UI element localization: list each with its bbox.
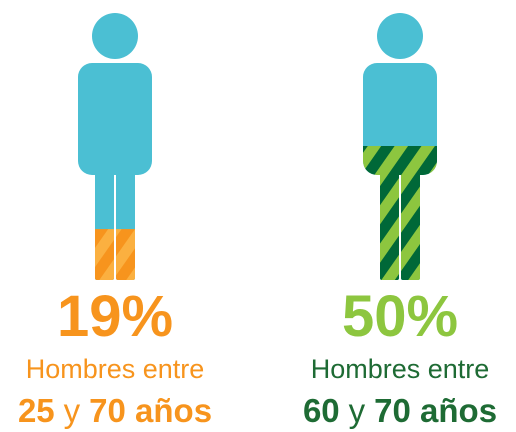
range-part: y	[349, 392, 366, 429]
range-part: 25	[18, 392, 55, 429]
range: 25 y 70 años	[18, 392, 212, 429]
range-part: y	[64, 392, 81, 429]
range: 60 y 70 años	[303, 392, 497, 429]
range-part: 60	[303, 392, 340, 429]
value-label: 50%	[342, 284, 458, 349]
caption: Hombres entre	[26, 354, 205, 384]
range-part: 70 años	[89, 392, 212, 429]
value-label: 19%	[57, 284, 173, 349]
figure-fill	[363, 146, 437, 280]
figure-body	[363, 13, 437, 280]
caption: Hombres entre	[311, 354, 490, 384]
figure-body	[78, 13, 152, 280]
figure-fill	[78, 229, 152, 280]
figure	[363, 13, 437, 280]
figure	[78, 13, 152, 280]
range-part: 70 años	[374, 392, 497, 429]
